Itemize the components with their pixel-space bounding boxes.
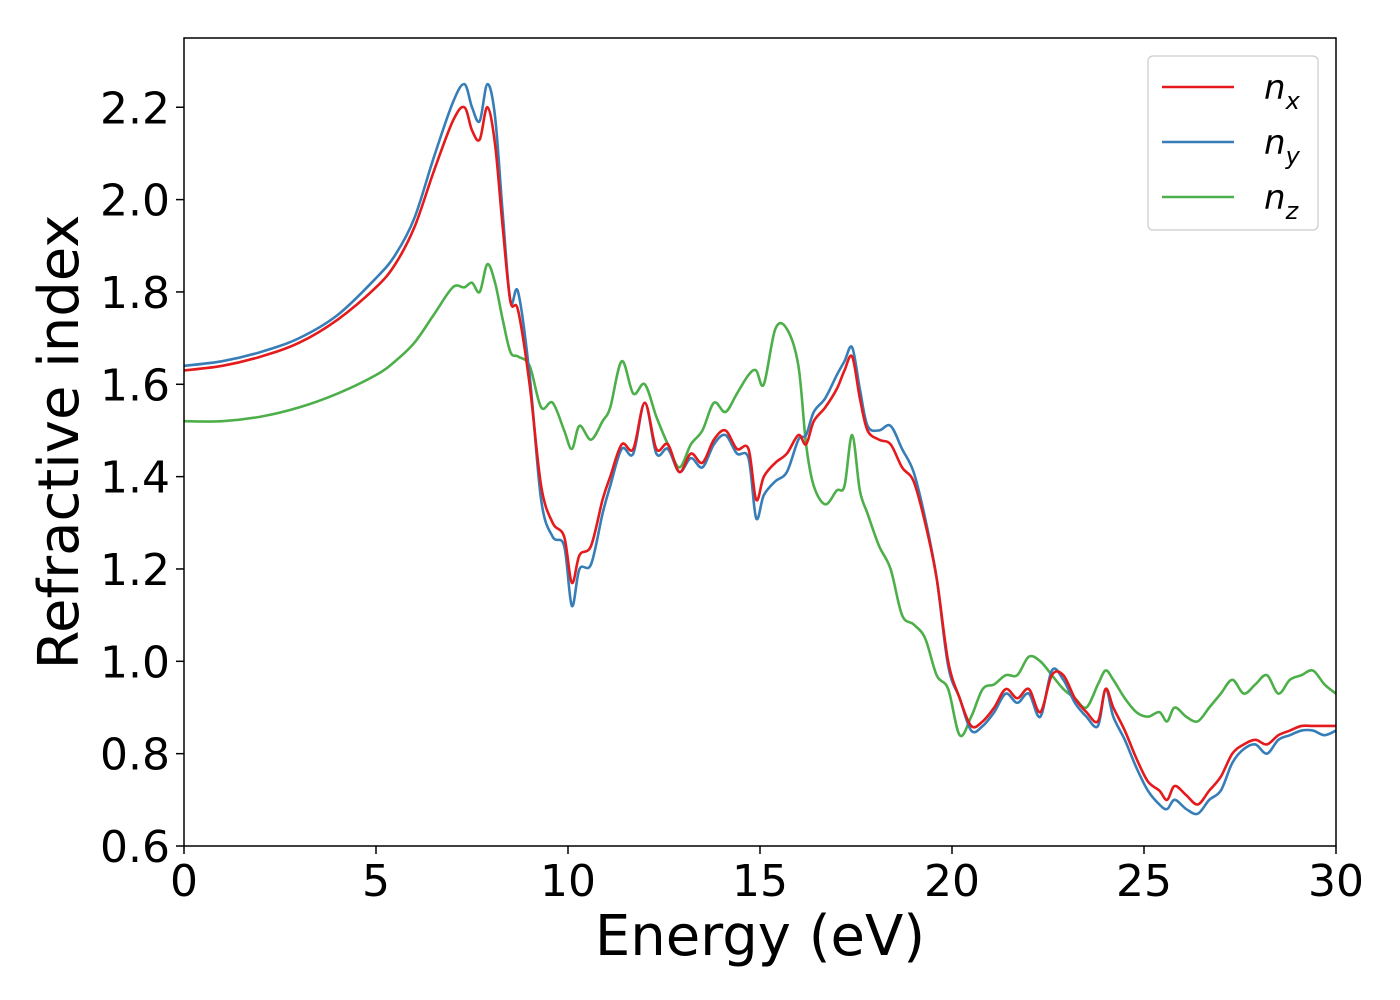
x-tick-label: 25 — [1116, 856, 1172, 907]
y-axis-ticks: 0.6 0.8 1.0 1.2 1.4 1.6 1.8 2.0 2.2 — [100, 83, 184, 873]
legend: nx ny nz — [1147, 55, 1319, 231]
x-axis-ticks: 0 5 10 15 20 25 30 — [170, 846, 1364, 907]
x-tick-label: 0 — [170, 856, 198, 907]
x-tick-label: 5 — [362, 856, 390, 907]
y-tick-label: 1.8 — [100, 268, 170, 319]
x-tick-label: 10 — [540, 856, 596, 907]
series-line-nz — [184, 262, 1336, 738]
legend-label-nx: nx — [1264, 68, 1301, 115]
y-tick-label: 0.8 — [100, 730, 170, 781]
y-tick-label: 1.2 — [100, 545, 170, 596]
x-tick-label: 30 — [1308, 856, 1364, 907]
y-tick-label: 2.2 — [100, 83, 170, 134]
series-layer — [184, 82, 1336, 816]
y-tick-label: 0.6 — [100, 822, 170, 873]
legend-label-ny: ny — [1264, 123, 1301, 170]
x-tick-label: 15 — [732, 856, 788, 907]
y-tick-label: 1.4 — [100, 453, 170, 504]
y-tick-label: 1.0 — [100, 637, 170, 688]
y-tick-label: 2.0 — [100, 176, 170, 227]
x-axis-label: Energy (eV) — [595, 904, 925, 969]
y-tick-label: 1.6 — [100, 360, 170, 411]
y-axis-label: Refractive index — [27, 215, 92, 670]
x-tick-label: 20 — [924, 856, 980, 907]
series-line-nx — [184, 105, 1336, 806]
legend-label-nz: nz — [1264, 178, 1300, 225]
